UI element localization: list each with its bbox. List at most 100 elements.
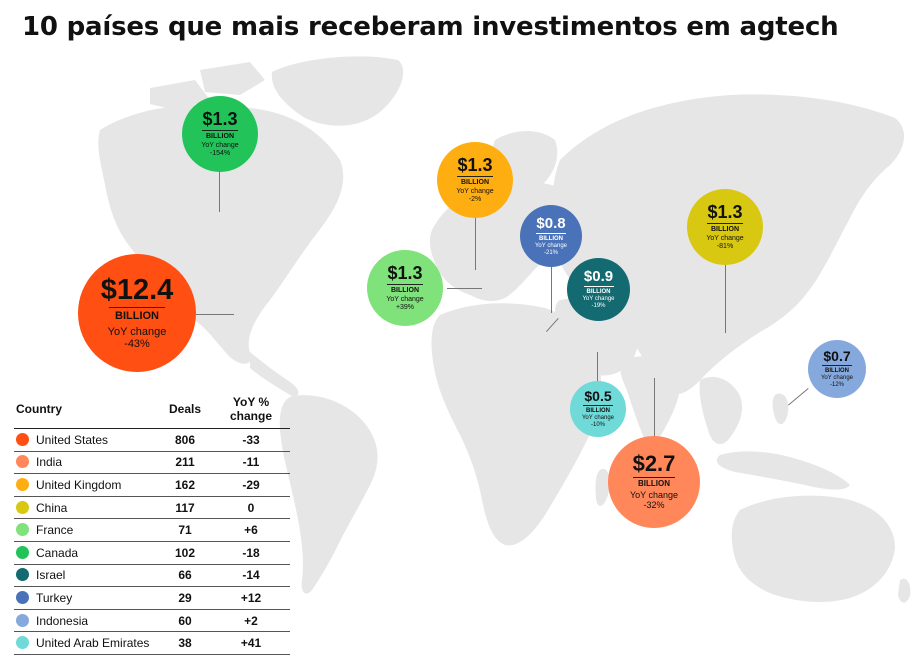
color-dot-icon [16, 500, 29, 514]
bubble-amount: $0.8 [536, 214, 566, 232]
table-row: Canada 102 -18 [14, 541, 290, 565]
central-america-shape [250, 352, 299, 397]
color-dot-icon [16, 477, 29, 491]
bubble-change: -2% [468, 196, 482, 203]
yoy-cell: +2 [212, 609, 290, 633]
yoy-cell: -33 [212, 428, 290, 452]
country-cell: China [14, 496, 158, 520]
table-row: United Arab Emirates 38 +41 [14, 631, 290, 655]
bubble-label: YoY change [201, 142, 239, 150]
bubble-unit: BILLION [202, 130, 238, 140]
south-america-shape [279, 395, 378, 594]
leader-line-turkey [551, 267, 553, 313]
country-cell: United States [14, 428, 158, 452]
table-row: United Kingdom 162 -29 [14, 473, 290, 497]
yoy-cell: -11 [212, 451, 290, 475]
column-header-country: Country [14, 392, 158, 429]
southeast-asia-shape [699, 376, 743, 445]
deals-table: Country Deals YoY % change United States… [14, 392, 290, 655]
australia-shape [731, 495, 895, 602]
table-row: Indonesia 60 +2 [14, 609, 290, 633]
table-row: India 211 -11 [14, 451, 290, 475]
japan-shape [790, 236, 818, 297]
deals-cell: 162 [158, 473, 212, 497]
bubble-canada: $1.3 BILLION YoY change -154% [182, 96, 258, 172]
bubble-unit: BILLION [707, 223, 743, 233]
color-dot-icon [16, 568, 29, 582]
table-header-row: Country Deals YoY % change [14, 392, 290, 429]
table-row: China 117 0 [14, 496, 290, 520]
bubble-unit: BILLION [387, 284, 423, 294]
country-name: United States [36, 432, 109, 447]
bubble-change: -154% [209, 150, 231, 157]
leader-line-us [196, 314, 234, 316]
yoy-cell: +6 [212, 518, 290, 542]
country-name: Israel [36, 568, 66, 583]
bubble-china: $1.3 BILLION YoY change -81% [687, 189, 763, 265]
country-cell: Israel [14, 564, 158, 588]
country-name: United Kingdom [36, 477, 122, 492]
bubble-change: -19% [591, 303, 606, 309]
leader-line-uae [597, 352, 599, 382]
bubble-amount: $0.7 [823, 348, 851, 365]
yoy-cell: 0 [212, 496, 290, 520]
bubble-unit: BILLION [536, 232, 566, 242]
bubble-label: YoY change [820, 375, 854, 382]
bubble-amount: $12.4 [100, 273, 174, 306]
new-zealand-shape [898, 578, 911, 603]
table-row: Israel 66 -14 [14, 564, 290, 588]
deals-cell: 60 [158, 609, 212, 633]
table-row: United States 806 -33 [14, 428, 290, 452]
country-name: Indonesia [36, 613, 89, 628]
bubble-unit: BILLION [583, 405, 613, 414]
table-row: Turkey 29 +12 [14, 586, 290, 610]
country-name: Turkey [36, 590, 73, 605]
country-cell: India [14, 451, 158, 475]
africa-shape [431, 303, 602, 546]
philippines-shape [772, 393, 789, 425]
india-shape [620, 356, 681, 444]
color-dot-icon [16, 523, 29, 537]
bubble-label: YoY change [456, 188, 494, 196]
bubble-label: YoY change [706, 235, 744, 243]
deals-cell: 71 [158, 518, 212, 542]
bubble-change: -43% [124, 338, 150, 350]
bubble-unit: BILLION [822, 365, 852, 374]
country-cell: United Kingdom [14, 473, 158, 497]
bubble-uae: $0.5 BILLION YoY change -10% [570, 381, 626, 437]
bubble-amount: $0.9 [583, 268, 614, 286]
yoy-cell: -14 [212, 564, 290, 588]
bubble-amount: $2.7 [632, 451, 676, 477]
table-row: France 71 +6 [14, 518, 290, 542]
color-dot-icon [16, 455, 29, 469]
country-name: France [36, 523, 74, 538]
country-cell: Canada [14, 541, 158, 565]
bubble-change: -10% [590, 422, 605, 428]
indonesia-shape [716, 451, 850, 490]
color-dot-icon [16, 432, 29, 446]
bubble-indonesia: $0.7 BILLION YoY change -12% [808, 340, 866, 398]
bubble-turkey: $0.8 BILLION YoY change -21% [520, 205, 582, 267]
bubble-change: +39% [395, 304, 415, 311]
deals-cell: 211 [158, 451, 212, 475]
bubble-label: YoY change [534, 242, 568, 249]
country-name: United Arab Emirates [36, 636, 150, 651]
column-header-yoy: YoY % change [212, 392, 290, 429]
yoy-cell: -18 [212, 541, 290, 565]
bubble-unit: BILLION [583, 286, 614, 295]
bubble-label: YoY change [107, 325, 167, 338]
leader-line-uk [475, 204, 477, 270]
bubble-change: -32% [643, 500, 665, 510]
bubble-label: YoY change [629, 490, 679, 501]
bubble-amount: $1.3 [202, 109, 238, 130]
column-header-deals: Deals [158, 392, 212, 429]
color-dot-icon [16, 636, 29, 650]
bubble-amount: $1.3 [707, 202, 743, 223]
page-title: 10 países que mais receberam investiment… [22, 12, 839, 42]
bubble-change: -21% [543, 249, 558, 256]
yoy-cell: +41 [212, 631, 290, 655]
bubble-unit: BILLION [633, 477, 675, 488]
deals-cell: 29 [158, 586, 212, 610]
country-cell: United Arab Emirates [14, 631, 158, 655]
